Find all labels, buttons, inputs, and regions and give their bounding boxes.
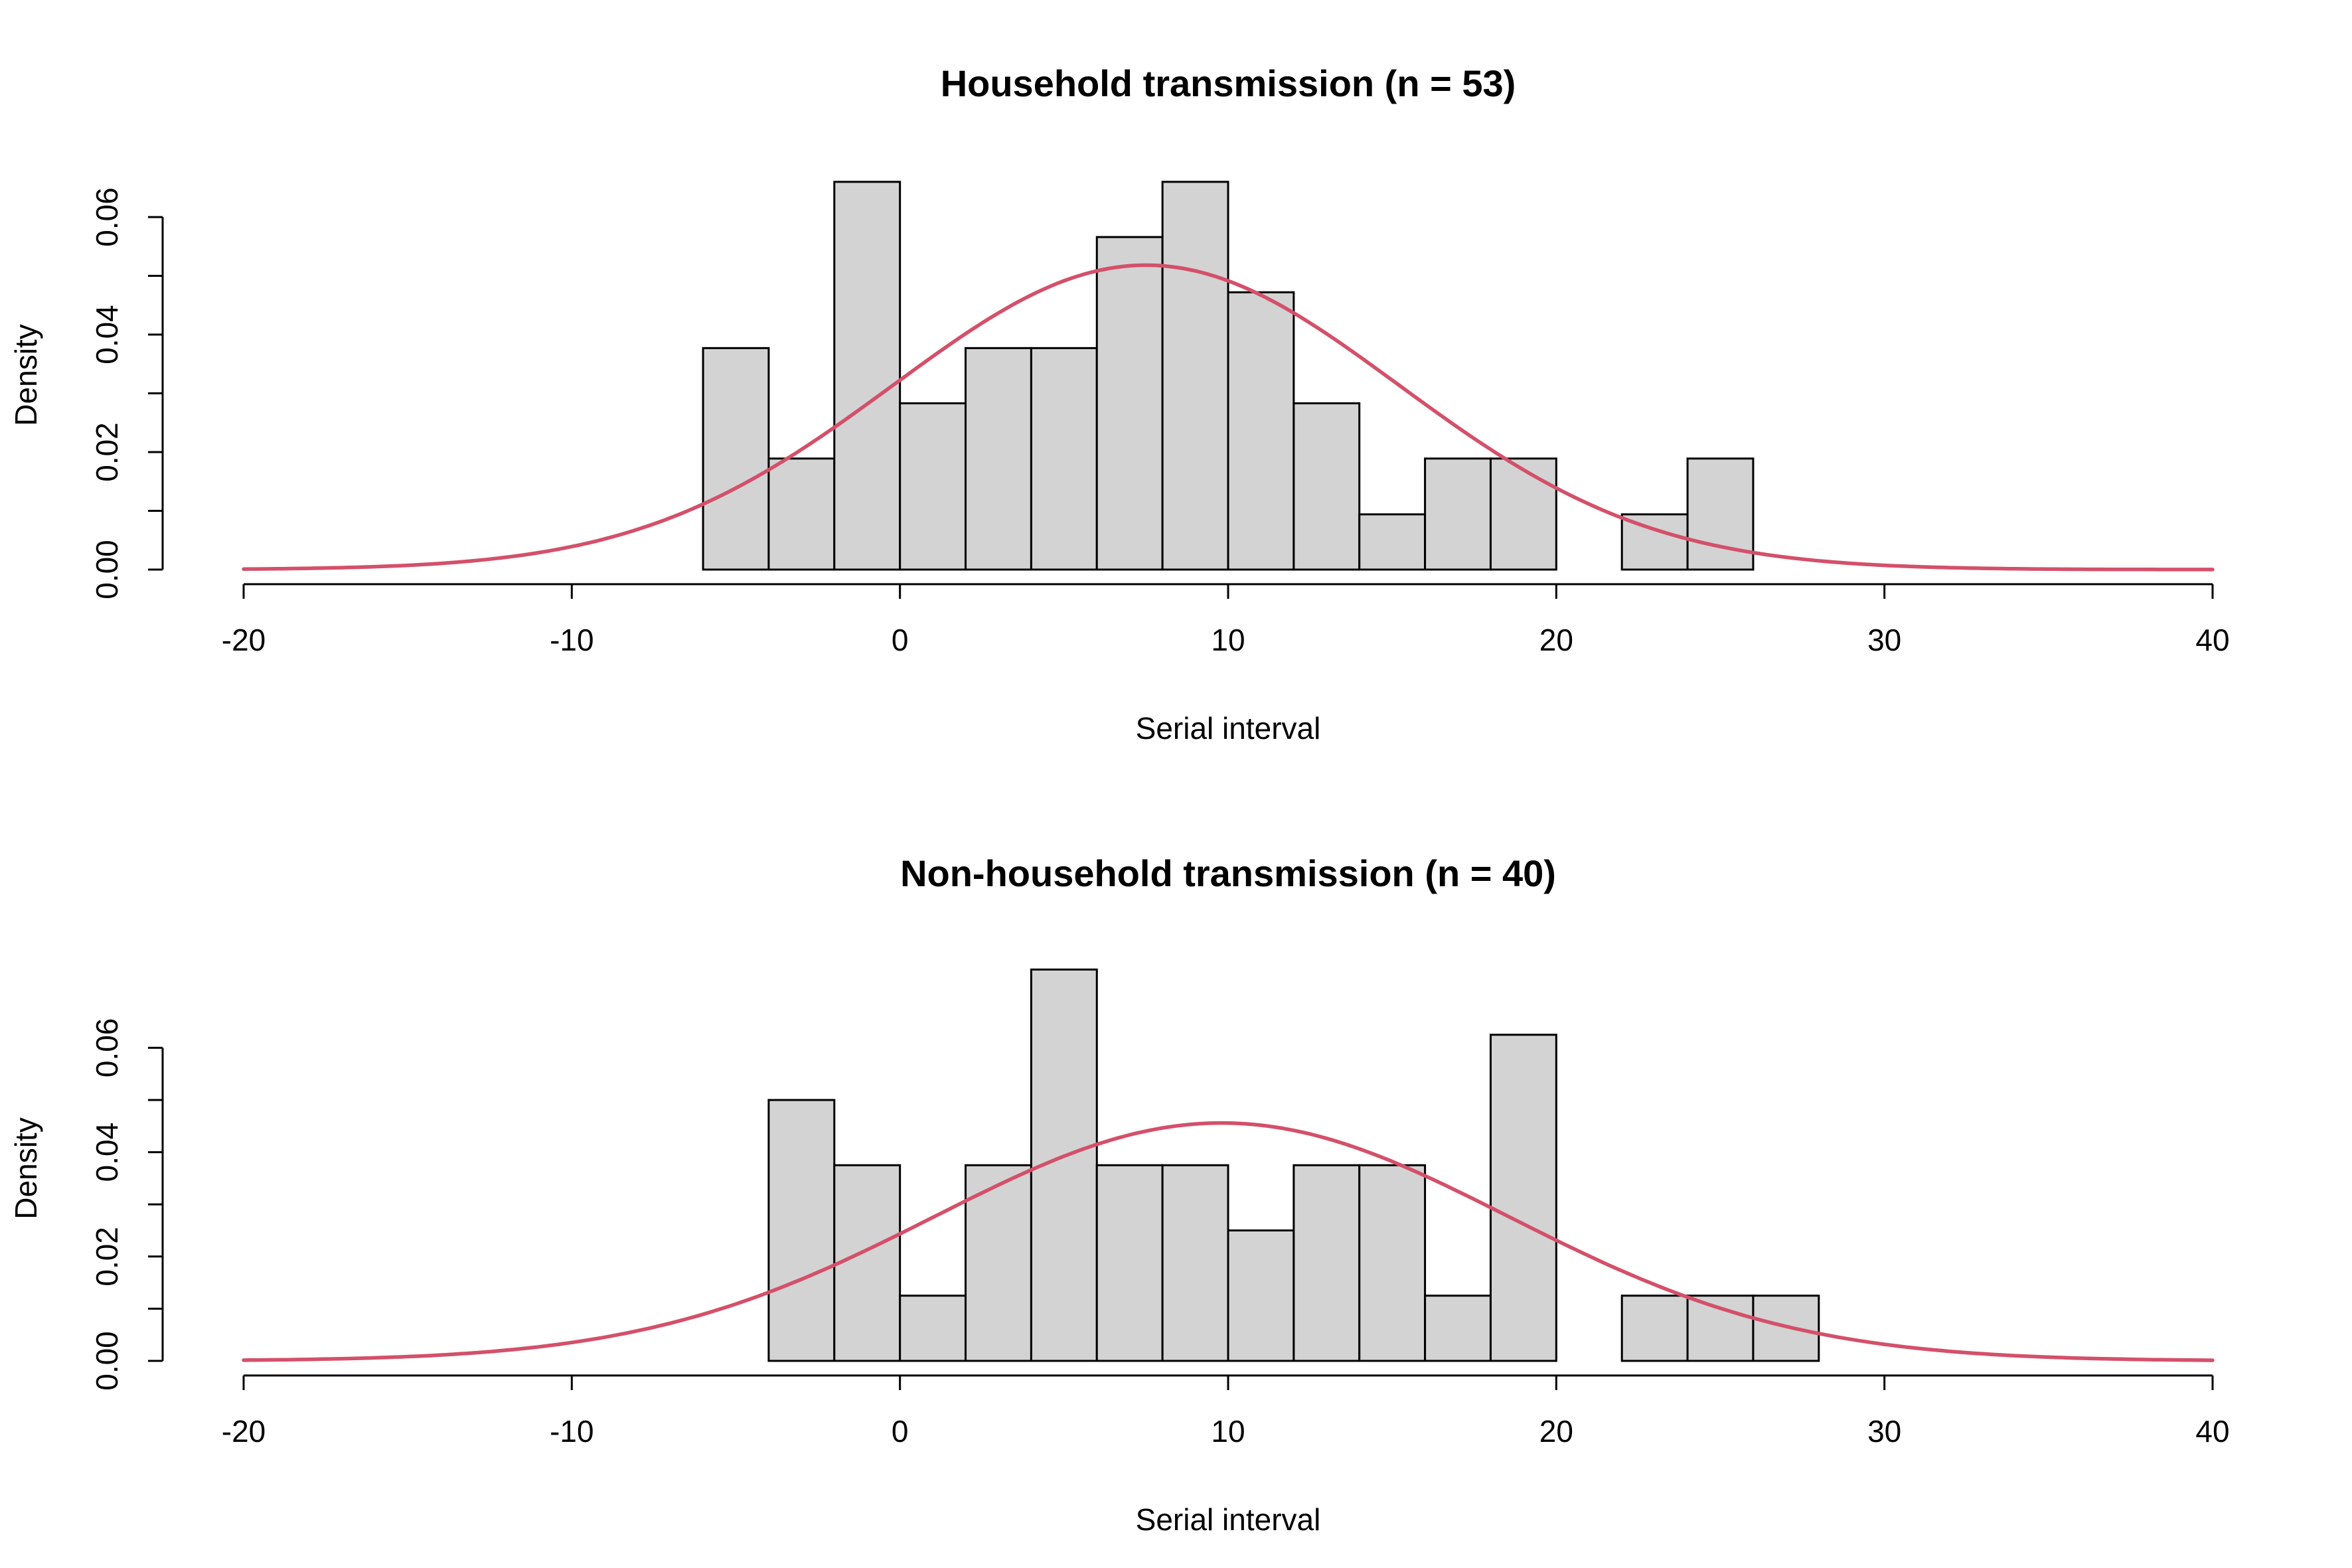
x-tick-label: 0	[892, 623, 909, 657]
y-tick-label: 0.00	[90, 1331, 124, 1391]
panel-non-household: Non-household transmission (n = 40) -20-…	[9, 852, 2230, 1537]
histogram-bar	[1095, 1164, 1164, 1362]
x-axis: -20 -10 0 10 20 30 40	[222, 583, 2230, 657]
histogram-bar	[1358, 513, 1427, 571]
x-tick-label: 0	[892, 1414, 909, 1449]
x-tick-label: -10	[550, 623, 593, 657]
x-tick-label: 10	[1211, 1414, 1245, 1449]
histogram-bars	[702, 181, 1755, 571]
x-axis-label: Serial interval	[1136, 711, 1321, 745]
y-axis: 0.00 0.02 0.04 0.06	[90, 1018, 164, 1391]
x-tick-label: 30	[1867, 623, 1901, 657]
histogram-bar	[767, 1099, 836, 1362]
x-tick-label: -20	[222, 623, 266, 657]
x-axis-label: Serial interval	[1136, 1502, 1321, 1537]
histogram-bar	[1161, 181, 1229, 571]
histogram-bar	[833, 181, 902, 571]
y-tick-label: 0.00	[90, 540, 124, 599]
x-tick-label: 10	[1211, 623, 1245, 657]
histogram-bar	[1489, 457, 1557, 571]
chart-title: Non-household transmission (n = 40)	[900, 852, 1556, 894]
histogram-bar	[1095, 236, 1164, 571]
histogram-bar	[1030, 347, 1098, 571]
fitted-density-curve	[242, 263, 2215, 572]
fitted-density-curve	[242, 1121, 2215, 1362]
y-axis-label: Density	[9, 324, 43, 426]
y-tick-label: 0.02	[90, 422, 124, 482]
y-axis: 0.00 0.02 0.04 0.06	[90, 187, 164, 599]
histogram-bar	[1620, 1294, 1689, 1362]
y-tick-label: 0.02	[90, 1227, 124, 1287]
y-tick-label: 0.04	[90, 1123, 124, 1182]
x-tick-label: 40	[2195, 623, 2229, 657]
x-tick-label: 20	[1539, 623, 1573, 657]
histogram-bar	[965, 347, 1032, 571]
histogram-bar	[1489, 1034, 1557, 1362]
histogram-bar	[767, 457, 836, 571]
histogram-bar	[1293, 402, 1361, 571]
y-tick-label: 0.06	[90, 187, 124, 247]
panel-household: Household transmission (n = 53) -20 -10 0 1…	[9, 62, 2230, 745]
histogram-bar	[1424, 1294, 1492, 1362]
histogram-bar	[1358, 1164, 1427, 1362]
histogram-bar	[1161, 1164, 1229, 1362]
histogram-bar	[1293, 1164, 1361, 1362]
histogram-bar	[702, 347, 770, 571]
x-tick-label: 20	[1539, 1414, 1573, 1449]
histogram-bar	[1686, 457, 1755, 571]
y-tick-label: 0.04	[90, 305, 124, 364]
histogram-bar	[1686, 1294, 1755, 1362]
histogram-bar	[833, 1164, 902, 1362]
x-tick-label: -20	[222, 1414, 266, 1449]
x-tick-label: -10	[550, 1414, 593, 1449]
histogram-bar	[899, 1294, 967, 1362]
x-tick-label: 30	[1867, 1414, 1901, 1449]
x-axis: -20 -10 0 10 20 30 40	[222, 1374, 2230, 1449]
y-tick-label: 0.06	[90, 1018, 124, 1078]
histogram-bar	[899, 402, 967, 571]
histogram-bar	[1424, 457, 1492, 571]
chart-title: Household transmission (n = 53)	[941, 62, 1516, 104]
y-axis-label: Density	[9, 1117, 43, 1219]
histogram-bar	[965, 1164, 1032, 1362]
histogram-bar	[1227, 1229, 1295, 1362]
x-tick-label: 40	[2195, 1414, 2229, 1449]
histogram-bar	[1227, 291, 1295, 571]
